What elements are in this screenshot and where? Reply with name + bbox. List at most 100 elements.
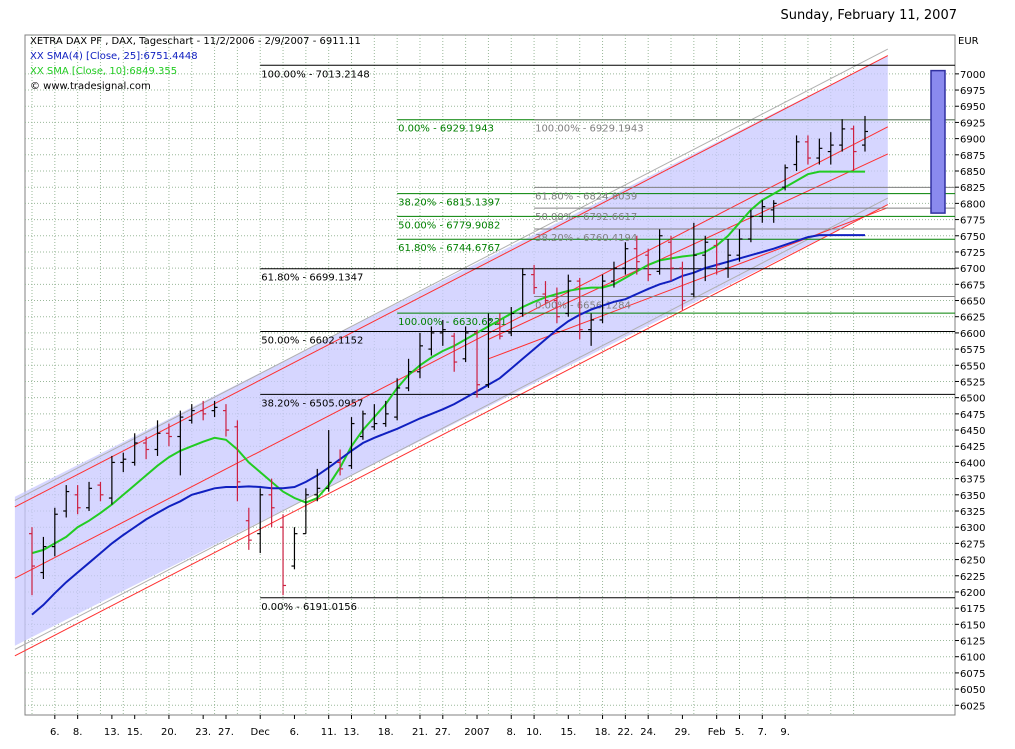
channel-lower-outer [14,197,889,650]
fibonacci-levels: 100.00% - 7013.2148 61.80% - 6699.1347 50.… [260,64,955,613]
y-tick-label: 6850 [960,167,985,178]
legend-title: XETRA DAX PF , DAX, Tageschart - 11/2/20… [30,36,361,47]
x-tick-label: 8. [73,727,83,738]
ohlc-bar [165,423,172,447]
fib-label: 100.00% - 7013.2148 [261,69,370,80]
ohlc-bar [211,400,218,418]
ohlc-bar [725,239,732,278]
x-tick-label: 2007 [464,727,489,738]
ohlc-bar [439,319,446,346]
ohlc-bar [86,481,93,511]
ohlc-bar [325,430,332,492]
x-tick-label: 24. [640,727,656,738]
ohlc-bar [770,200,777,223]
ohlc-bar [154,420,161,456]
x-tick-label: 11. [321,727,337,738]
ohlc-bar [291,527,298,570]
ohlc-bar [622,242,629,275]
ohlc-bar [793,135,800,171]
ohlc-bar [131,433,138,466]
y-tick-label: 6575 [960,345,985,356]
x-tick-label: 13. [104,727,120,738]
ohlc-bar [302,488,309,535]
y-tick-label: 6925 [960,118,985,129]
ohlc-bar [850,125,857,171]
ohlc-bar [713,239,720,275]
ohlc-bar [690,222,697,298]
y-tick-label: 6325 [960,507,985,518]
ohlc-bar [428,326,435,356]
fib-label: 38.20% - 6815.1397 [398,198,500,209]
ohlc-bar [747,209,754,243]
ohlc-bar [394,378,401,421]
range-box [930,69,946,214]
ohlc-bar [234,420,241,502]
ohlc-bar [371,404,378,431]
y-tick-label: 6750 [960,232,985,243]
ohlc-bar [245,507,252,550]
legend-sma10: XX SMA [Close, 10]:6849.355 [30,66,177,77]
legend-sma4: XX SMA(4) [Close, 25]:6751.4448 [30,51,198,62]
ohlc-bar [268,478,275,528]
range-box-rect [930,69,946,214]
ohlc-bar [462,326,469,363]
y-tick-label: 6975 [960,86,985,97]
ohlc-bar [40,536,47,579]
ohlc-bar [74,485,81,515]
y-tick-label: 6950 [960,102,985,113]
x-tick-label: Dec [251,727,270,738]
ohlc-bar [108,455,115,505]
ohlc-bar [177,410,184,476]
channel [14,48,889,657]
ohlc-bar [759,200,766,223]
legend: XETRA DAX PF , DAX, Tageschart - 11/2/20… [30,36,361,92]
ohlc-bar [610,261,617,288]
x-tick-label: 15. [560,727,576,738]
ohlc-bar [51,507,58,557]
x-tick-label: 27. [218,727,234,738]
y-tick-label: 6425 [960,442,985,453]
ohlc-bar [222,404,229,437]
ohlc-bar [553,287,560,324]
ohlc-bar [348,417,355,469]
ohlc-bar [519,268,526,317]
y-tick-label: 6025 [960,701,985,712]
y-tick-label: 6225 [960,572,985,583]
fib-label: 38.20% - 6760.4194 [535,233,637,244]
y-tick-label: 6475 [960,410,985,421]
fib-label: 0.00% - 6656.1284 [535,301,631,312]
channel-short-lower [488,207,888,360]
fib-label: 100.00% - 6630.6221 [398,317,507,328]
y-tick-label: 6350 [960,491,985,502]
y-tick-label: 6400 [960,458,985,469]
ohlc-bar [599,274,606,324]
y-tick-label: 6550 [960,361,985,372]
currency-label: EUR [958,36,979,47]
y-tick-label: 6300 [960,523,985,534]
ohlc-bar [257,488,264,554]
y-tick-label: 7000 [960,70,985,81]
ohlc-bar [508,307,515,337]
ohlc-bar [314,468,321,502]
ohlc-bar [337,449,344,476]
legend-source: © www.tradesignal.com [30,81,151,92]
chart-date: Sunday, February 11, 2007 [780,8,957,23]
ohlc-bar [382,400,389,427]
x-tick-label: Feb [708,727,726,738]
ohlc-bar [143,436,150,460]
x-tick-label: 13. [344,727,360,738]
ohlc-bar [97,481,104,502]
ohlc-bar [188,404,195,424]
x-tick-label: 10. [526,727,542,738]
x-tick-label: 27. [435,727,451,738]
moving-averages [31,170,865,616]
x-tick-label: 9. [780,727,790,738]
ohlc-bar [416,332,423,379]
y-tick-label: 6375 [960,475,985,486]
y-tick-label: 6900 [960,135,985,146]
y-tick-label: 6150 [960,620,985,631]
ohlc-bar [656,229,663,275]
ohlc-bar [736,229,743,262]
x-tick-label: 8. [506,727,516,738]
